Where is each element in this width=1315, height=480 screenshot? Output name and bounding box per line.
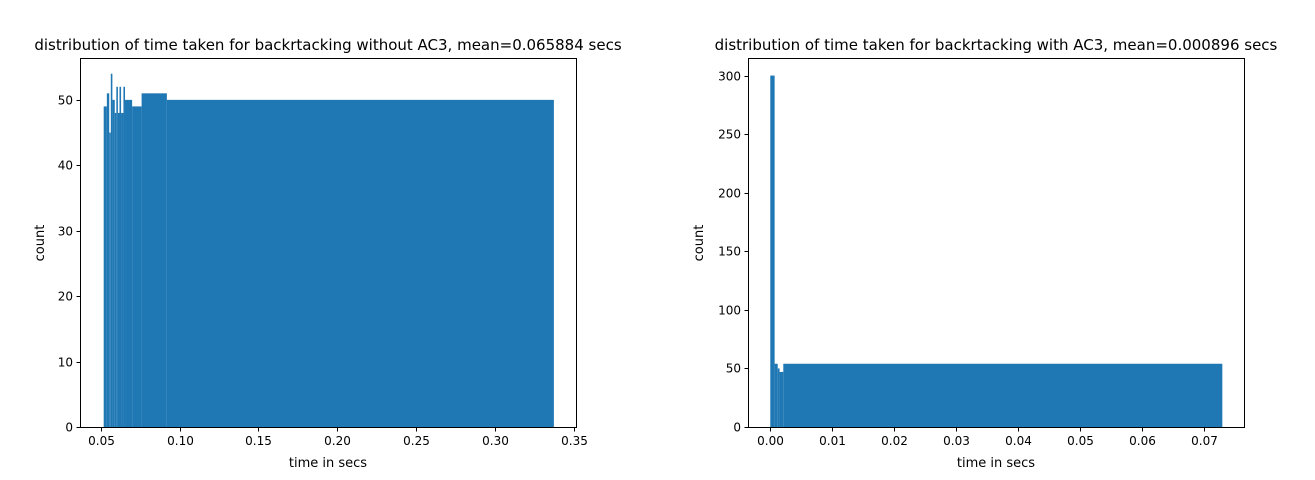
y-tick-label: 10 — [58, 356, 73, 370]
histogram-bar — [141, 93, 167, 428]
histogram-bars — [770, 75, 1223, 428]
histogram-bar — [119, 86, 122, 427]
histogram-bar — [132, 106, 142, 428]
histogram-bar — [779, 371, 784, 427]
x-axis-label: time in secs — [957, 456, 1035, 471]
x-tick-label: 0.07 — [1191, 434, 1218, 448]
y-axis-label: count — [692, 225, 707, 262]
x-tick-label: 0.01 — [819, 434, 846, 448]
histogram-bar — [783, 363, 1223, 427]
histogram-bar — [110, 73, 113, 428]
y-tick-label: 150 — [718, 245, 741, 259]
x-tick-label: 0.20 — [324, 434, 351, 448]
chart-with-ac3: distribution of time taken for backrtack… — [692, 36, 1278, 471]
x-tick-label: 0.03 — [943, 434, 970, 448]
y-tick-label: 50 — [726, 362, 741, 376]
x-tick-label: 0.04 — [1005, 434, 1032, 448]
histogram-bar — [125, 99, 133, 427]
histogram-bar — [117, 112, 120, 427]
x-tick-label: 0.30 — [482, 434, 509, 448]
y-tick-label: 30 — [58, 225, 73, 239]
y-tick-label: 0 — [65, 421, 73, 435]
y-axis-ticks: 0 50 100 150 200 250 300 — [718, 70, 749, 435]
x-tick-label: 0.00 — [757, 434, 784, 448]
y-tick-label: 200 — [718, 187, 741, 201]
histogram-bar — [112, 99, 115, 427]
histogram-bar — [777, 368, 780, 427]
x-tick-label: 0.02 — [881, 434, 908, 448]
x-axis-ticks: 0.05 0.10 0.15 0.20 0.25 0.30 0.35 — [88, 427, 588, 448]
histogram-bar — [103, 106, 107, 428]
histogram-bar — [116, 86, 118, 427]
histogram-bar — [166, 99, 554, 427]
x-axis-label: time in secs — [289, 456, 367, 471]
chart-title: distribution of time taken for backrtack… — [34, 36, 621, 54]
histogram-bar — [121, 112, 124, 427]
x-tick-label: 0.10 — [167, 434, 194, 448]
histogram-bars — [103, 73, 554, 428]
histogram-bar — [774, 363, 778, 427]
chart-title: distribution of time taken for backrtack… — [715, 36, 1278, 54]
y-tick-label: 40 — [58, 159, 73, 173]
histogram-bar — [106, 93, 110, 428]
x-tick-label: 0.25 — [403, 434, 430, 448]
y-axis-ticks: 0 10 20 30 40 50 — [58, 94, 81, 435]
y-tick-label: 250 — [718, 128, 741, 142]
histogram-bar — [123, 86, 126, 427]
y-tick-label: 300 — [718, 70, 741, 84]
x-tick-label: 0.05 — [1067, 434, 1094, 448]
y-tick-label: 50 — [58, 94, 73, 108]
y-tick-label: 20 — [58, 290, 73, 304]
x-tick-label: 0.06 — [1129, 434, 1156, 448]
x-tick-label: 0.35 — [561, 434, 588, 448]
histogram-bar — [770, 75, 775, 428]
x-axis-ticks: 0.00 0.01 0.02 0.03 0.04 0.05 0.06 0.07 — [757, 427, 1218, 448]
plot-frame — [80, 58, 577, 428]
y-axis-label: count — [33, 225, 48, 262]
chart-without-ac3: distribution of time taken for backrtack… — [33, 36, 622, 471]
y-tick-label: 0 — [733, 421, 741, 435]
plot-frame — [748, 58, 1245, 428]
y-tick-label: 100 — [718, 304, 741, 318]
x-tick-label: 0.05 — [88, 434, 115, 448]
histogram-bar — [109, 132, 111, 427]
histogram-bar — [114, 112, 117, 427]
x-tick-label: 0.15 — [245, 434, 272, 448]
